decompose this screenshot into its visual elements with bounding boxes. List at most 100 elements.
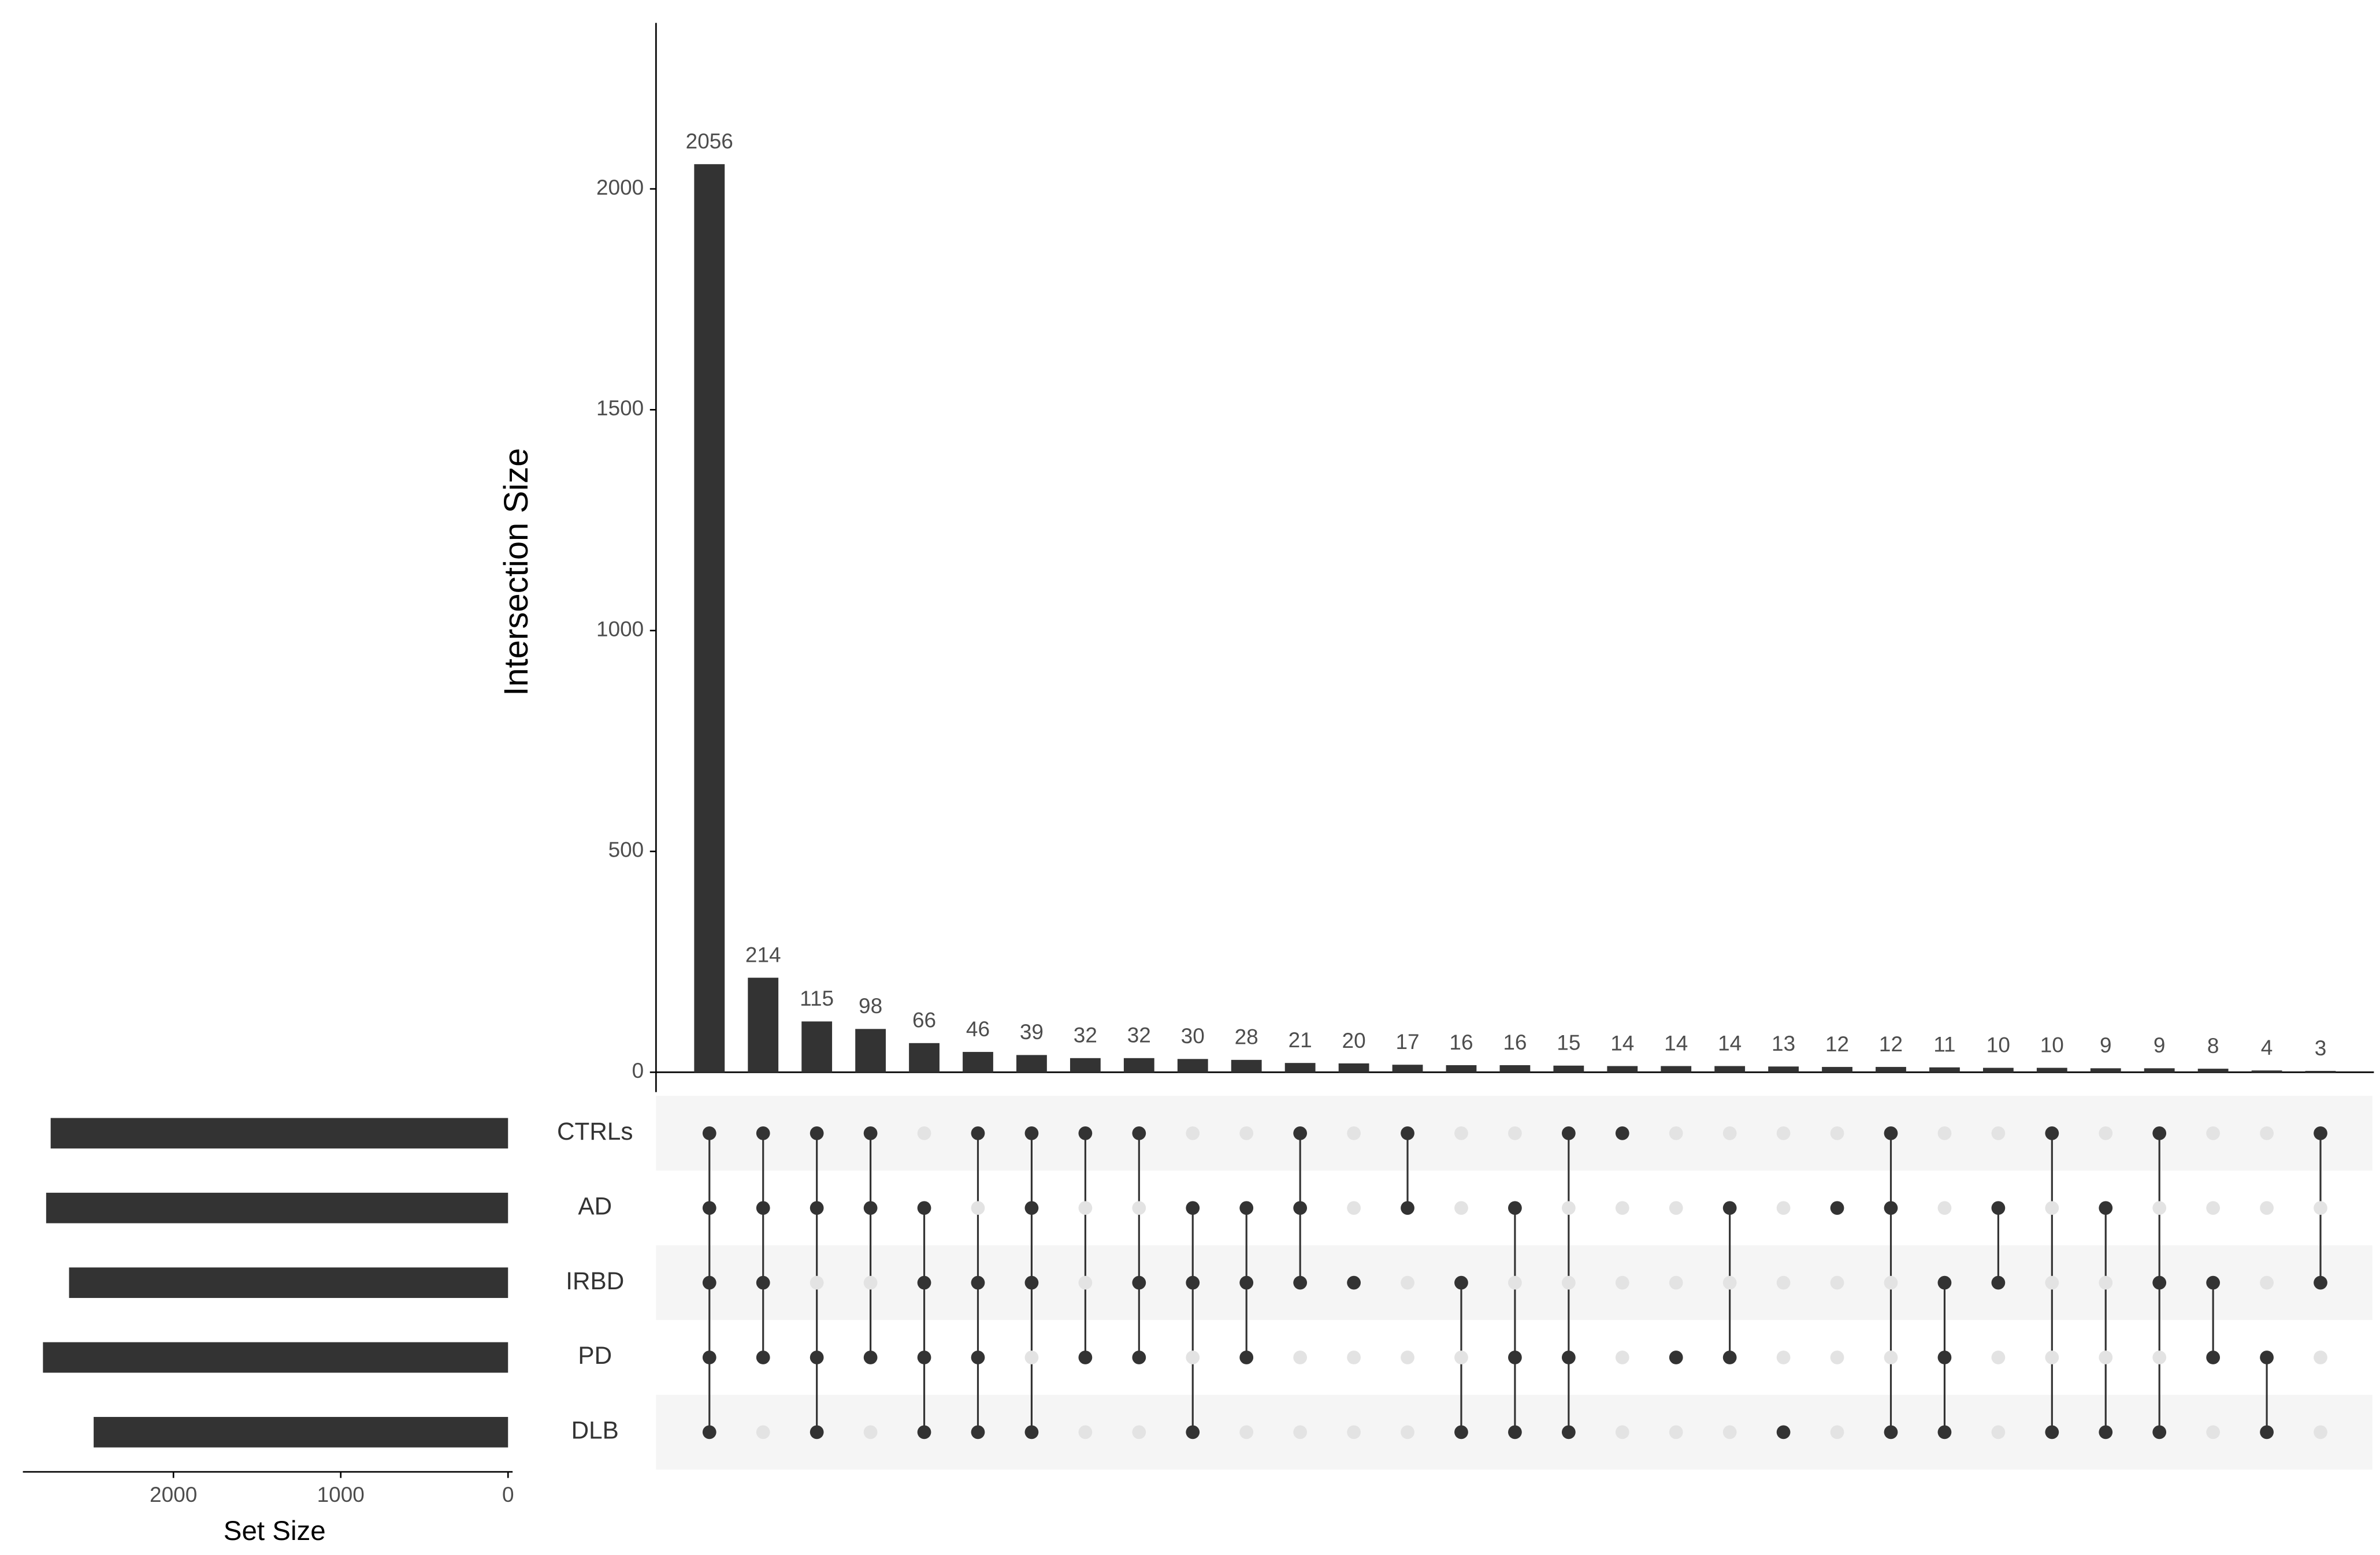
matrix-dot xyxy=(1347,1351,1361,1364)
matrix-dot xyxy=(1132,1201,1146,1215)
matrix-dot xyxy=(1722,1126,1737,1140)
matrix-dot xyxy=(1186,1425,1200,1439)
y-tick-label: 2000 xyxy=(596,176,644,199)
matrix-dot xyxy=(1830,1275,1844,1290)
bar xyxy=(1070,1058,1101,1073)
bar-label: 14 xyxy=(1718,1031,1742,1055)
matrix-dot xyxy=(1884,1275,1898,1290)
bar xyxy=(1446,1065,1477,1073)
bar-label: 28 xyxy=(1235,1025,1258,1049)
matrix-dot xyxy=(2152,1126,2167,1140)
set-size-bar xyxy=(50,1118,508,1149)
matrix-dot xyxy=(863,1351,878,1364)
bar xyxy=(1661,1066,1692,1073)
bar xyxy=(909,1043,940,1073)
matrix-dot xyxy=(1508,1351,1522,1364)
bar-label: 17 xyxy=(1395,1030,1419,1054)
matrix-dot xyxy=(1186,1351,1200,1364)
matrix-dot xyxy=(1884,1126,1898,1140)
bar xyxy=(2305,1070,2336,1073)
matrix-dot xyxy=(2206,1201,2221,1215)
matrix-dot xyxy=(1991,1425,2006,1439)
matrix-dot xyxy=(2314,1351,2327,1364)
matrix-dot xyxy=(2152,1425,2167,1439)
matrix-dot xyxy=(1347,1201,1361,1215)
matrix-dot xyxy=(917,1201,931,1215)
bar xyxy=(2090,1068,2121,1073)
matrix-dot xyxy=(1561,1351,1576,1364)
matrix-dot xyxy=(702,1425,716,1439)
matrix-dot xyxy=(2099,1126,2113,1140)
matrix-dot xyxy=(1669,1201,1683,1215)
set-label: DLB xyxy=(571,1417,619,1444)
matrix-dot xyxy=(1615,1201,1629,1215)
matrix-dot xyxy=(1722,1201,1737,1215)
matrix-dot xyxy=(756,1275,770,1290)
matrix-dot xyxy=(1293,1275,1308,1290)
bar-label: 39 xyxy=(1020,1020,1044,1044)
matrix-dot xyxy=(1347,1425,1361,1439)
bar-label: 12 xyxy=(1825,1032,1849,1056)
matrix-dot xyxy=(1722,1275,1737,1290)
matrix-dot xyxy=(1884,1351,1898,1364)
matrix-dot xyxy=(2045,1275,2059,1290)
matrix-dot xyxy=(1024,1275,1039,1290)
set-label: CTRLs xyxy=(557,1118,633,1145)
matrix-dot xyxy=(1937,1425,1952,1439)
matrix-dot xyxy=(1239,1126,1254,1140)
matrix-dot xyxy=(863,1201,878,1215)
matrix-dot xyxy=(2260,1126,2274,1140)
matrix-dot xyxy=(2099,1425,2113,1439)
matrix-dot xyxy=(2045,1351,2059,1364)
matrix-dot xyxy=(2260,1351,2274,1364)
matrix-dot xyxy=(971,1425,985,1439)
matrix-dot xyxy=(2152,1351,2167,1364)
matrix-dot xyxy=(1937,1126,1952,1140)
matrix-dot xyxy=(1454,1126,1468,1140)
matrix-dot xyxy=(1776,1201,1791,1215)
matrix-dot xyxy=(702,1201,716,1215)
matrix-dot xyxy=(917,1351,931,1364)
bar xyxy=(1284,1063,1316,1073)
matrix-dot xyxy=(1401,1351,1414,1364)
matrix-dot xyxy=(1239,1201,1254,1215)
matrix-dot xyxy=(810,1201,824,1215)
y-tick-label: 1000 xyxy=(596,617,644,641)
bar xyxy=(748,977,779,1073)
matrix-dot xyxy=(1347,1275,1361,1290)
matrix-dot xyxy=(1454,1201,1468,1215)
bar-label: 12 xyxy=(1879,1032,1903,1056)
matrix-dot xyxy=(1884,1201,1898,1215)
matrix-dot xyxy=(2314,1425,2327,1439)
x-tick-label: 2000 xyxy=(150,1483,197,1506)
matrix-dot xyxy=(1669,1275,1683,1290)
bar xyxy=(1016,1055,1047,1073)
bar-label: 98 xyxy=(859,994,882,1018)
matrix-dot xyxy=(1561,1126,1576,1140)
matrix-dot xyxy=(2045,1425,2059,1439)
matrix-dot xyxy=(1884,1425,1898,1439)
y-tick-label: 1500 xyxy=(596,396,644,420)
bar xyxy=(2144,1068,2175,1073)
matrix-dot xyxy=(756,1425,770,1439)
matrix-dot xyxy=(810,1425,824,1439)
set-size-bar xyxy=(69,1267,508,1299)
x-tick-label: 0 xyxy=(502,1483,514,1506)
matrix-dot xyxy=(1078,1425,1093,1439)
bar xyxy=(1338,1063,1369,1073)
matrix-dot xyxy=(1401,1126,1414,1140)
matrix-dot xyxy=(1239,1275,1254,1290)
matrix-dot xyxy=(2260,1275,2274,1290)
matrix-dot xyxy=(1186,1201,1200,1215)
matrix-dot xyxy=(2206,1126,2221,1140)
matrix-dot xyxy=(1508,1201,1522,1215)
bar xyxy=(2036,1067,2067,1073)
matrix-dot xyxy=(863,1126,878,1140)
matrix-dot xyxy=(1401,1201,1414,1215)
bar-label: 32 xyxy=(1074,1024,1097,1047)
matrix-dot xyxy=(917,1425,931,1439)
bar-label: 20 xyxy=(1342,1029,1366,1052)
matrix-dot xyxy=(2314,1126,2327,1140)
matrix-dot xyxy=(2260,1425,2274,1439)
